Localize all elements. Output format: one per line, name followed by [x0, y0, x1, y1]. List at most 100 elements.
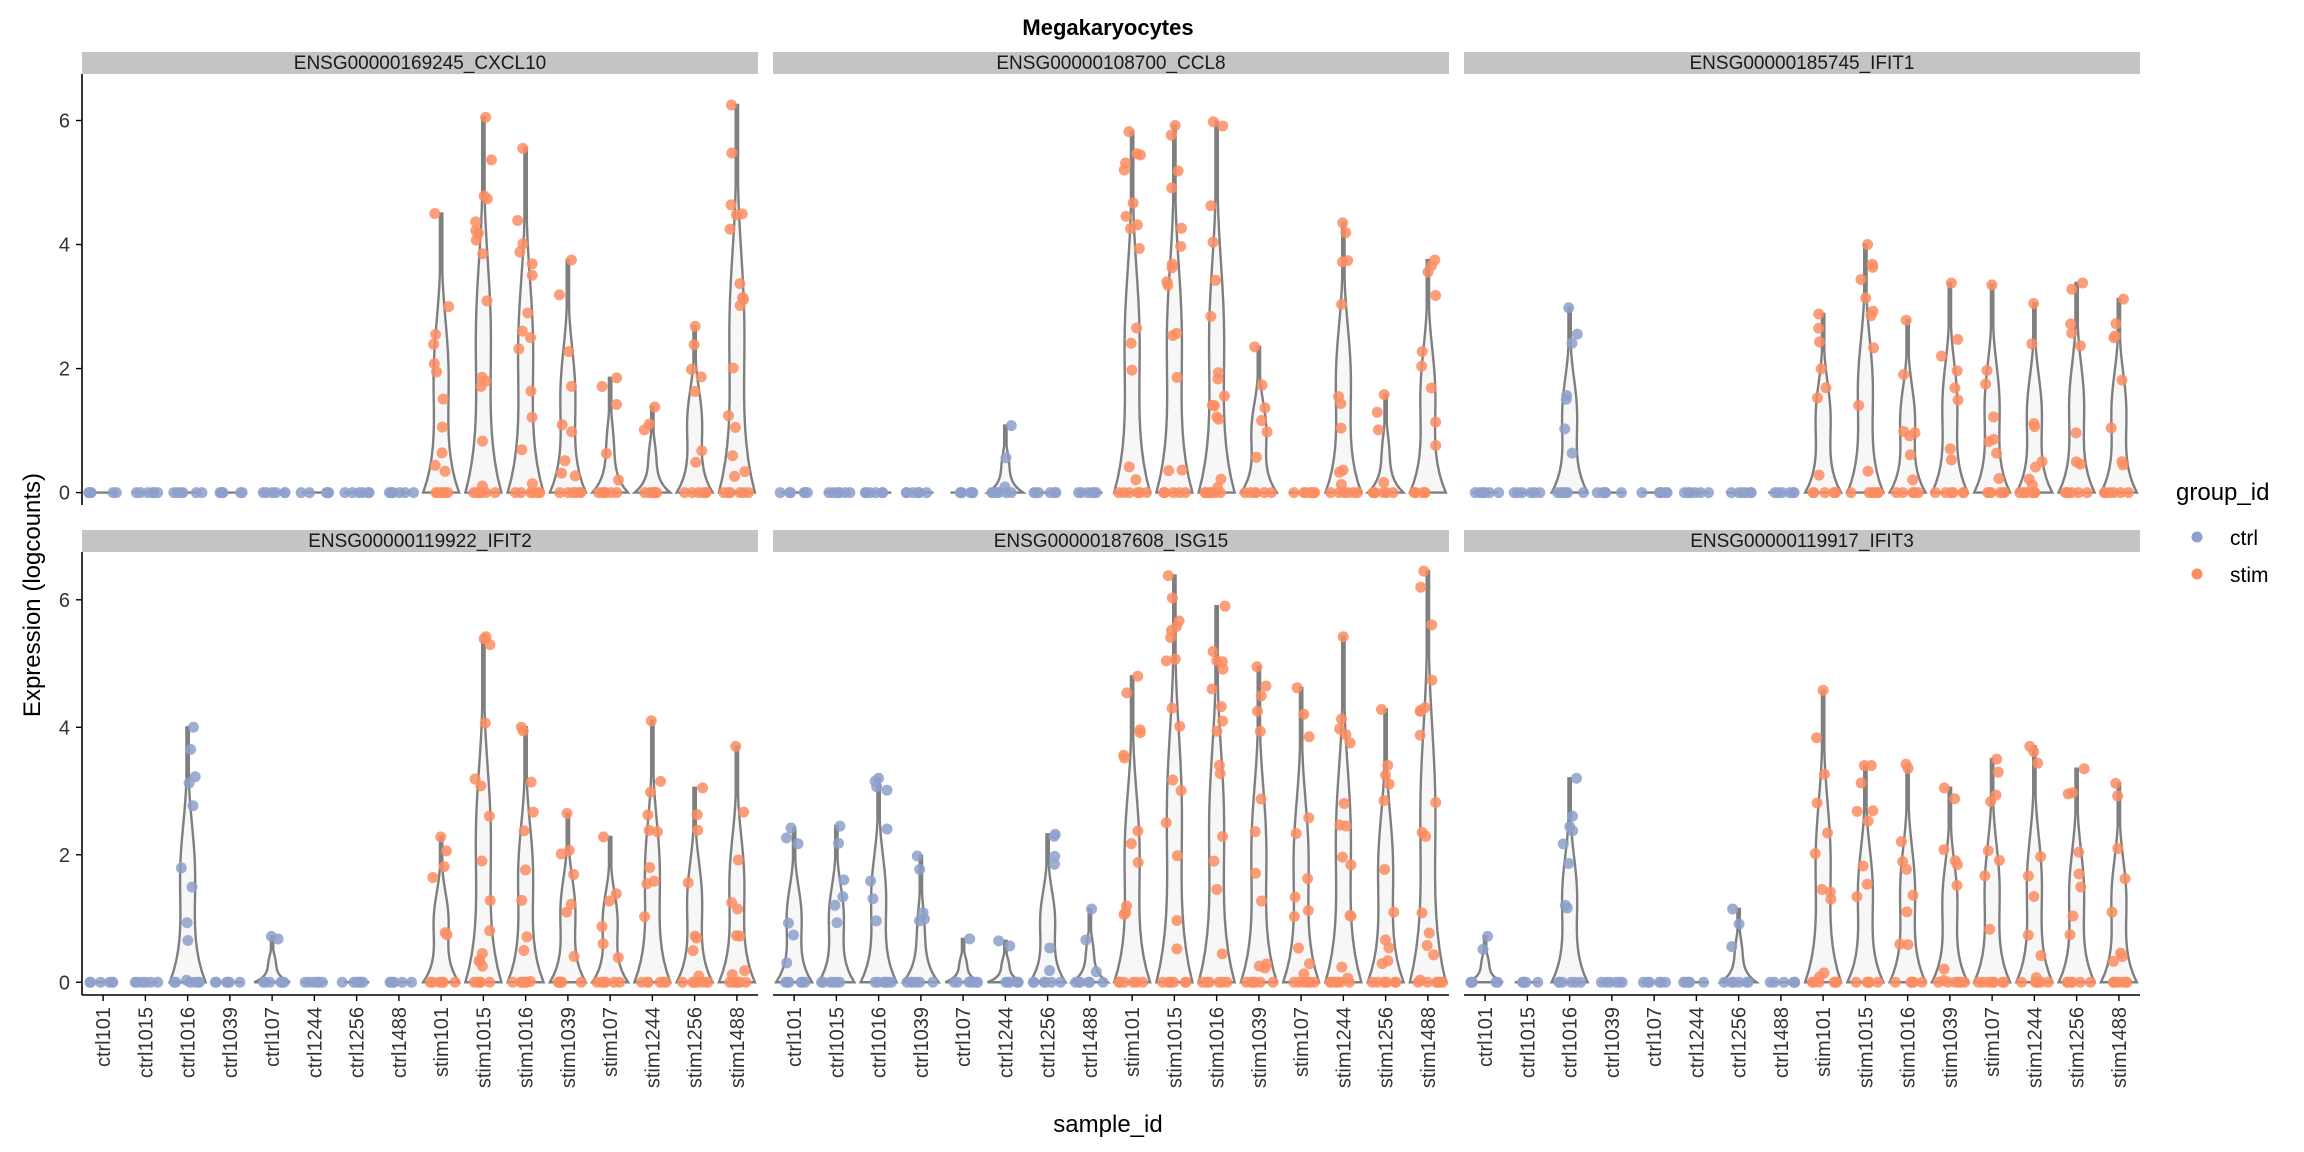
x-tick-label: ctrl1488 — [389, 1007, 411, 1078]
data-point — [725, 99, 737, 111]
x-tick-label: stim1256 — [2067, 1007, 2089, 1088]
data-point — [1303, 958, 1315, 970]
x-tick-label: stim1256 — [685, 1007, 707, 1088]
violin — [1803, 312, 1844, 494]
data-point — [1907, 487, 1919, 499]
data-point — [1171, 371, 1183, 383]
data-point — [739, 965, 751, 977]
data-point — [1337, 631, 1349, 643]
data-point — [1902, 762, 1914, 774]
sample-group — [1678, 976, 1710, 988]
x-tick-label: ctrl1015 — [135, 1007, 157, 1078]
data-point — [2066, 327, 2078, 339]
data-point — [1205, 200, 1217, 212]
data-point — [470, 216, 482, 228]
data-point — [1288, 911, 1300, 923]
data-point — [222, 976, 234, 988]
data-point — [737, 292, 749, 304]
facet-panel: ENSG00000119917_IFIT3 ctrl101 ctrl1015 ctrl… — [1464, 530, 2140, 1088]
sample-group — [858, 772, 899, 988]
facet-panel: ENSG00000119922_IFIT2 0 2 4 6 ctrl101 ctrl1015… — [59, 530, 758, 1088]
data-point — [1337, 217, 1349, 229]
sample-group — [631, 401, 674, 499]
data-point — [1050, 487, 1062, 499]
data-point — [2070, 427, 2082, 439]
sample-group — [1465, 930, 1504, 988]
data-point — [1778, 976, 1790, 988]
data-point — [1208, 855, 1220, 867]
data-point — [2022, 929, 2034, 941]
data-point — [612, 952, 624, 964]
data-point — [1208, 400, 1220, 412]
data-point — [655, 775, 667, 787]
data-point — [2112, 842, 2124, 854]
data-point — [833, 837, 845, 849]
data-point — [1563, 302, 1575, 314]
data-point — [168, 976, 180, 988]
data-point — [1945, 454, 1957, 466]
data-point — [1789, 976, 1801, 988]
data-point — [428, 338, 440, 350]
sample-group — [1929, 277, 1970, 499]
facet-strip — [82, 530, 758, 552]
x-tick-label: stim1016 — [516, 1007, 538, 1088]
data-point — [927, 976, 939, 988]
data-point — [1171, 943, 1183, 955]
data-point — [1207, 646, 1219, 658]
data-point — [692, 824, 704, 836]
data-point — [597, 938, 609, 950]
data-point — [1567, 825, 1579, 837]
data-point — [1179, 976, 1191, 988]
data-point — [553, 289, 565, 301]
data-point — [2074, 976, 2086, 988]
data-point — [524, 975, 536, 987]
x-tick-label: ctrl107 — [953, 1007, 975, 1067]
x-tick-label: ctrl1016 — [178, 1007, 200, 1078]
data-point — [1556, 976, 1568, 988]
data-point — [189, 771, 201, 783]
data-point — [687, 945, 699, 957]
data-point — [2065, 318, 2077, 330]
data-point — [1249, 487, 1261, 499]
data-point — [1329, 976, 1341, 988]
data-point — [148, 487, 160, 499]
data-point — [1080, 934, 1092, 946]
sample-group — [463, 111, 503, 499]
data-point — [1988, 433, 2000, 445]
data-point — [792, 838, 804, 850]
data-point — [1566, 447, 1578, 459]
data-point — [1160, 655, 1172, 667]
data-point — [175, 862, 187, 874]
data-point — [1897, 856, 1909, 868]
data-point — [1267, 976, 1279, 988]
data-point — [2070, 456, 2082, 468]
sample-group — [167, 721, 208, 988]
data-point — [484, 925, 496, 937]
data-point — [443, 301, 455, 313]
data-point — [1074, 976, 1086, 988]
data-point — [1422, 266, 1434, 278]
facet-strip — [82, 52, 758, 74]
data-point — [1726, 976, 1738, 988]
data-point — [645, 715, 657, 727]
data-point — [911, 850, 923, 862]
data-point — [436, 976, 448, 988]
sample-group — [548, 254, 588, 499]
data-point — [1591, 487, 1603, 499]
data-point — [1813, 322, 1825, 334]
data-point — [1980, 378, 1992, 390]
data-point — [2075, 881, 2087, 893]
data-point — [2109, 330, 2121, 342]
data-point — [476, 960, 488, 972]
data-point — [1038, 976, 1050, 988]
sample-group — [336, 976, 370, 988]
data-point — [1817, 684, 1829, 696]
data-point — [1867, 261, 1879, 273]
data-point — [1698, 976, 1710, 988]
data-point — [1414, 974, 1426, 986]
data-point — [1175, 222, 1187, 234]
data-point — [478, 633, 490, 645]
data-point — [1906, 976, 1918, 988]
facet-panel: ENSG00000169245_CXCL10 0 2 4 6 — [59, 52, 758, 505]
data-point — [1292, 942, 1304, 954]
